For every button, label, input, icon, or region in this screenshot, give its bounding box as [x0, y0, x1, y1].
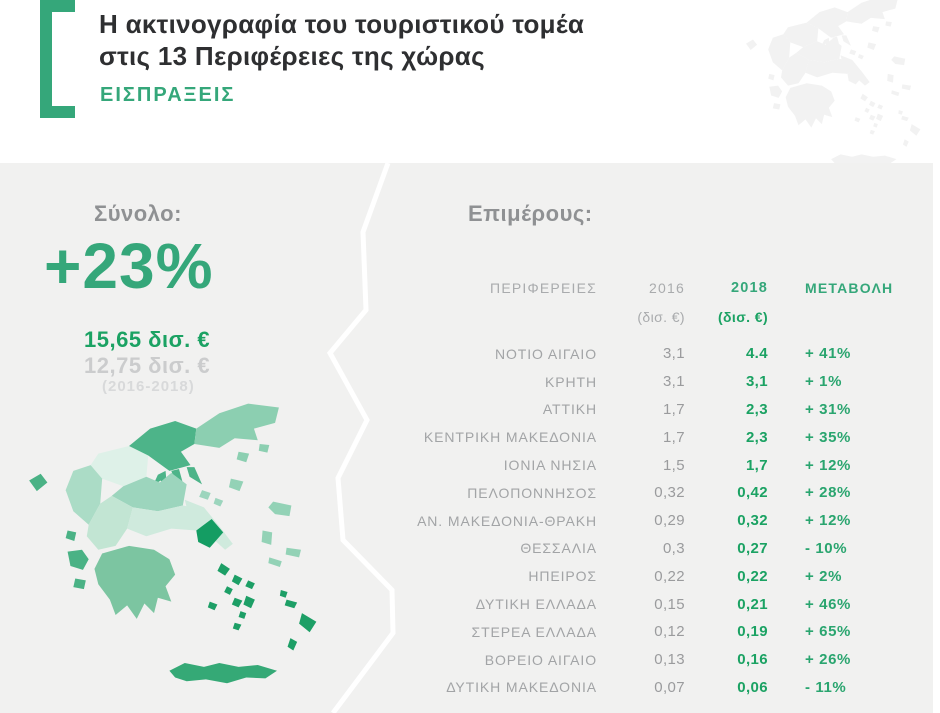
table-row: ΙΟΝΙΑ ΝΗΣΙΑ 1,5 1,7 + 12%: [402, 451, 902, 479]
region-value-2016: 0,22: [654, 567, 685, 585]
region-name: ΚΡΗΤΗ: [545, 373, 597, 390]
region-value-2016: 1,5: [662, 456, 685, 474]
region-value-2018: 0,19: [737, 623, 768, 641]
period-label: (2016-2018): [102, 378, 195, 395]
table-header-row: ΠΕΡΙΦΕΡΕΙΕΣ 2016 2018 ΜΕΤΑΒΟΛΗ: [402, 274, 902, 302]
region-value-2018: 0,06: [737, 678, 768, 696]
column-header-regions: ΠΕΡΙΦΕΡΕΙΕΣ: [490, 280, 597, 296]
column-header-2018: 2018: [730, 280, 768, 296]
title-bracket-icon: [40, 0, 75, 118]
region-value-2018: 2,3: [745, 428, 768, 446]
table-row: ΑΤΤΙΚΗ 1,7 2,3 + 31%: [402, 396, 902, 424]
region-value-2016: 1,7: [662, 400, 685, 418]
region-value-2018: 2,3: [745, 400, 768, 418]
region-value-2016: 3,1: [662, 345, 685, 363]
region-change: + 12%: [805, 512, 851, 530]
region-value-2018: 3,1: [745, 373, 768, 391]
region-value-2016: 0,32: [654, 484, 685, 502]
unit-2016: (δισ. €): [637, 309, 685, 325]
page-title-line2: στις 13 Περιφέρειες της χώρας: [99, 41, 485, 71]
regions-table-body: ΝΟΤΙΟ ΑΙΓΑΙΟ 3,1 4.4 + 41% ΚΡΗΤΗ 3,1 3,1…: [402, 340, 902, 701]
region-value-2016: 3,1: [662, 373, 685, 391]
region-value-2018: 0,21: [737, 595, 768, 613]
region-change: + 35%: [805, 428, 851, 446]
column-header-2016: 2016: [649, 280, 685, 296]
region-change: + 41%: [805, 345, 851, 363]
region-name: ΔΥΤΙΚΗ ΜΑΚΕΔΟΝΙΑ: [446, 679, 597, 696]
region-value-2016: 0,29: [654, 512, 685, 530]
greece-map-choropleth: [29, 403, 317, 684]
region-name: ΝΟΤΙΟ ΑΙΓΑΙΟ: [494, 345, 597, 362]
table-row: ΒΟΡΕΙΟ ΑΙΓΑΙΟ 0,13 0,16 + 26%: [402, 646, 902, 674]
region-change: + 65%: [805, 623, 851, 641]
details-label: Επιμέρους:: [468, 201, 593, 226]
region-value-2018: 1,7: [745, 456, 768, 474]
region-change: + 46%: [805, 595, 851, 613]
region-change: - 11%: [805, 678, 847, 696]
region-name: ΣΤΕΡΕΑ ΕΛΛΑΔΑ: [471, 623, 597, 640]
region-change: + 12%: [805, 456, 851, 474]
page-title: Η ακτινογραφία του τουριστικού τομέα στι…: [99, 8, 584, 72]
content-panel: Σύνολο: +23% 15,65 δισ. € 12,75 δισ. € (…: [0, 163, 933, 713]
region-change: + 2%: [805, 567, 843, 585]
table-row: ΘΕΣΣΑΛΙΑ 0,3 0,27 - 10%: [402, 535, 902, 563]
region-change: + 31%: [805, 400, 851, 418]
region-value-2016: 0,13: [654, 651, 685, 669]
table-row: ΑΝ. ΜΑΚΕΔΟΝΙΑ-ΘΡΑΚΗ 0,29 0,32 + 12%: [402, 507, 902, 535]
regions-table: ΠΕΡΙΦΕΡΕΙΕΣ 2016 2018 ΜΕΤΑΒΟΛΗ (δισ. €) …: [402, 274, 902, 701]
region-value-2018: 4.4: [745, 345, 768, 363]
region-name: ΙΟΝΙΑ ΝΗΣΙΑ: [503, 457, 597, 474]
region-name: ΑΝ. ΜΑΚΕΔΟΝΙΑ-ΘΡΑΚΗ: [417, 512, 597, 529]
summary-label: Σύνολο:: [94, 201, 182, 226]
table-row: ΚΡΗΤΗ 3,1 3,1 + 1%: [402, 368, 902, 396]
region-name: ΚΕΝΤΡΙΚΗ ΜΑΚΕΔΟΝΙΑ: [423, 429, 597, 446]
region-value-2018: 0,42: [737, 484, 768, 502]
table-row: ΗΠΕΙΡΟΣ 0,22 0,22 + 2%: [402, 562, 902, 590]
region-name: ΠΕΛΟΠΟΝΝΗΣΟΣ: [467, 484, 597, 501]
column-header-change: ΜΕΤΑΒΟΛΗ: [805, 280, 894, 296]
region-change: + 26%: [805, 651, 851, 669]
region-name: ΑΤΤΙΚΗ: [542, 401, 597, 418]
page-title-line1: Η ακτινογραφία του τουριστικού τομέα: [99, 9, 585, 39]
region-value-2018: 0,22: [737, 567, 768, 585]
region-value-2016: 0,15: [654, 595, 685, 613]
region-change: - 10%: [805, 539, 848, 557]
greece-map-faint-icon: [732, 0, 940, 163]
section-label: ΕΙΣΠΡΑΞΕΙΣ: [100, 84, 236, 106]
table-row: ΔΥΤΙΚΗ ΜΑΚΕΔΟΝΙΑ 0,07 0,06 - 11%: [402, 674, 902, 702]
region-name: ΔΥΤΙΚΗ ΕΛΛΑΔΑ: [475, 596, 597, 613]
region-value-2016: 0,12: [654, 623, 685, 641]
region-change: + 1%: [805, 373, 843, 391]
region-name: ΒΟΡΕΙΟ ΑΙΓΑΙΟ: [484, 651, 597, 668]
total-value-2016: 12,75 δισ. €: [84, 353, 211, 378]
table-row: ΚΕΝΤΡΙΚΗ ΜΑΚΕΔΟΝΙΑ 1,7 2,3 + 35%: [402, 423, 902, 451]
region-value-2016: 0,07: [654, 678, 685, 696]
header-area: Η ακτινογραφία του τουριστικού τομέα στι…: [0, 0, 940, 163]
region-name: ΗΠΕΙΡΟΣ: [528, 568, 597, 585]
table-row: ΔΥΤΙΚΗ ΕΛΛΑΔΑ 0,15 0,21 + 46%: [402, 590, 902, 618]
table-gap: [402, 332, 902, 340]
region-change: + 28%: [805, 484, 851, 502]
total-value-2018: 15,65 δισ. €: [84, 327, 211, 352]
table-unit-row: (δισ. €) (δισ. €): [402, 302, 902, 332]
table-row: ΝΟΤΙΟ ΑΙΓΑΙΟ 3,1 4.4 + 41%: [402, 340, 902, 368]
region-name: ΘΕΣΣΑΛΙΑ: [520, 540, 597, 557]
region-value-2016: 1,7: [662, 428, 685, 446]
table-row: ΠΕΛΟΠΟΝΝΗΣΟΣ 0,32 0,42 + 28%: [402, 479, 902, 507]
region-value-2016: 0,3: [662, 539, 685, 557]
table-row: ΣΤΕΡΕΑ ΕΛΛΑΔΑ 0,12 0,19 + 65%: [402, 618, 902, 646]
total-change-value: +23%: [44, 230, 214, 302]
region-value-2018: 0,32: [737, 512, 768, 530]
region-value-2018: 0,27: [737, 539, 768, 557]
region-value-2018: 0,16: [737, 651, 768, 669]
unit-2018: (δισ. €): [717, 309, 768, 325]
